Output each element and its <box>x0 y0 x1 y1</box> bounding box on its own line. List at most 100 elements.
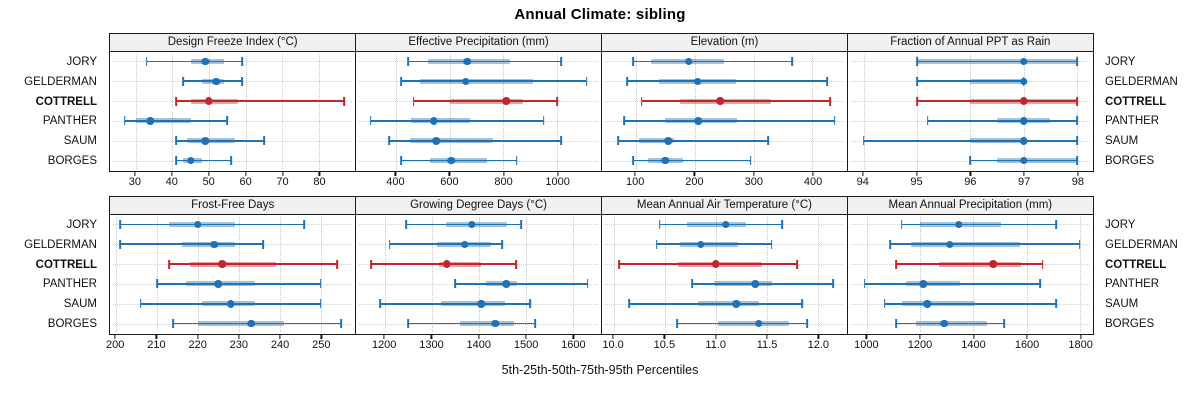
percentile-range-line <box>175 159 231 162</box>
range-cap <box>1076 136 1078 146</box>
median-dot <box>201 57 209 66</box>
axis-tick <box>919 334 921 339</box>
axis-tick <box>634 171 636 176</box>
axis-tick <box>1026 334 1028 339</box>
percentile-range-line <box>659 223 782 226</box>
gridline-vertical <box>970 53 972 169</box>
panel-plot-area <box>847 51 1093 171</box>
axis-tick <box>612 334 614 339</box>
chart-title: Annual Climate: sibling <box>514 6 686 23</box>
median-dot <box>186 156 195 165</box>
axis-tick <box>753 171 755 176</box>
range-cap <box>319 299 322 309</box>
range-cap <box>560 56 562 66</box>
panel-frost-free-days: Frost-Free Days 200 210 220 230 240 250 <box>106 196 357 353</box>
station-label: COTTRELL <box>1105 95 1167 108</box>
axis-tick-label: 800 <box>494 175 513 188</box>
station-label: JORY <box>66 55 97 68</box>
median-dot <box>463 57 471 66</box>
range-cap <box>883 299 886 309</box>
range-cap <box>262 239 265 249</box>
station-label: SAUM <box>1105 298 1139 311</box>
median-dot <box>146 117 155 125</box>
panel-plot-area <box>110 214 356 334</box>
median-dot <box>664 137 672 145</box>
gridline-vertical <box>238 216 240 332</box>
axis-tick <box>766 334 768 339</box>
percentile-range-line <box>173 322 342 325</box>
median-dot <box>1019 77 1028 85</box>
range-cap <box>632 156 634 166</box>
percentile-range-line <box>406 223 521 226</box>
range-cap <box>175 96 177 106</box>
range-cap <box>156 279 158 289</box>
gridline-vertical <box>449 53 451 169</box>
range-cap <box>1076 116 1078 126</box>
median-dot <box>955 220 963 229</box>
x-axis: 100 200 300 400 <box>601 171 848 190</box>
percentile-range-line <box>146 60 242 63</box>
median-dot <box>491 319 499 328</box>
gridline-vertical <box>1023 53 1025 169</box>
panel-box: Growing Degree Days (°C) <box>354 196 603 335</box>
gridline-vertical <box>157 216 159 332</box>
range-cap <box>405 219 407 229</box>
median-dot <box>940 319 949 328</box>
axis-tick-label: 94 <box>856 175 869 188</box>
range-cap <box>407 319 410 329</box>
percentile-range-line <box>864 283 1040 285</box>
percentile-range-line <box>901 223 1056 226</box>
range-cap <box>749 156 752 166</box>
median-dot <box>923 300 931 308</box>
range-cap <box>916 76 918 86</box>
panel-strip-title: Elevation (m) <box>601 34 848 52</box>
range-cap <box>454 279 457 289</box>
range-cap <box>370 259 372 269</box>
gridline-vertical <box>245 53 247 169</box>
range-cap <box>175 136 177 146</box>
gridline-vertical <box>318 53 320 169</box>
range-cap <box>230 156 232 166</box>
range-cap <box>801 299 804 309</box>
axis-tick <box>320 334 322 339</box>
station-label: JORY <box>1105 55 1136 68</box>
range-cap <box>658 219 661 229</box>
median-dot <box>685 57 693 66</box>
range-cap <box>560 136 562 146</box>
percentile-range-line <box>632 159 751 162</box>
row-guide <box>113 120 353 122</box>
station-label: PANTHER <box>42 278 97 291</box>
range-cap <box>767 136 770 146</box>
percentile-range-line <box>408 60 561 63</box>
axis-tick-label: 300 <box>744 175 763 188</box>
panel-row-top: JORY GELDERMAN COTTRELL PANTHER SAUM BORGES D… <box>0 33 1200 191</box>
range-cap <box>895 319 898 329</box>
median-dot <box>751 280 760 288</box>
panel-strip-title: Fraction of Annual PPT as Rain <box>847 34 1093 52</box>
range-cap <box>895 259 898 269</box>
panel-box: Elevation (m) <box>600 33 849 172</box>
axis-tick <box>245 171 247 176</box>
gridline-vertical <box>715 216 717 332</box>
gridline-vertical <box>1076 53 1078 169</box>
panel-strip-title: Effective Precipitation (mm) <box>355 34 602 52</box>
median-dot <box>732 300 740 308</box>
percentile-range-line <box>896 322 1005 325</box>
median-dot <box>210 240 219 248</box>
percentile-range-line <box>884 302 1056 305</box>
percentile-range-line <box>169 263 337 265</box>
range-cap <box>829 96 831 106</box>
median-dot <box>477 300 485 308</box>
percentile-range-line <box>120 243 264 246</box>
gridline-vertical <box>812 53 814 169</box>
panel-fraction-of-annual-ppt-as-rain: Fraction of Annual PPT as Rain 94 95 96 97 98 <box>846 33 1094 190</box>
gridline-vertical <box>920 216 922 332</box>
axis-tick <box>430 334 433 339</box>
median-dot <box>429 117 438 125</box>
gridline-vertical <box>664 216 666 332</box>
percentile-range-line <box>863 139 1077 142</box>
station-label: GELDERMAN <box>24 238 97 251</box>
axis-tick <box>281 171 284 176</box>
range-cap <box>1076 156 1078 166</box>
